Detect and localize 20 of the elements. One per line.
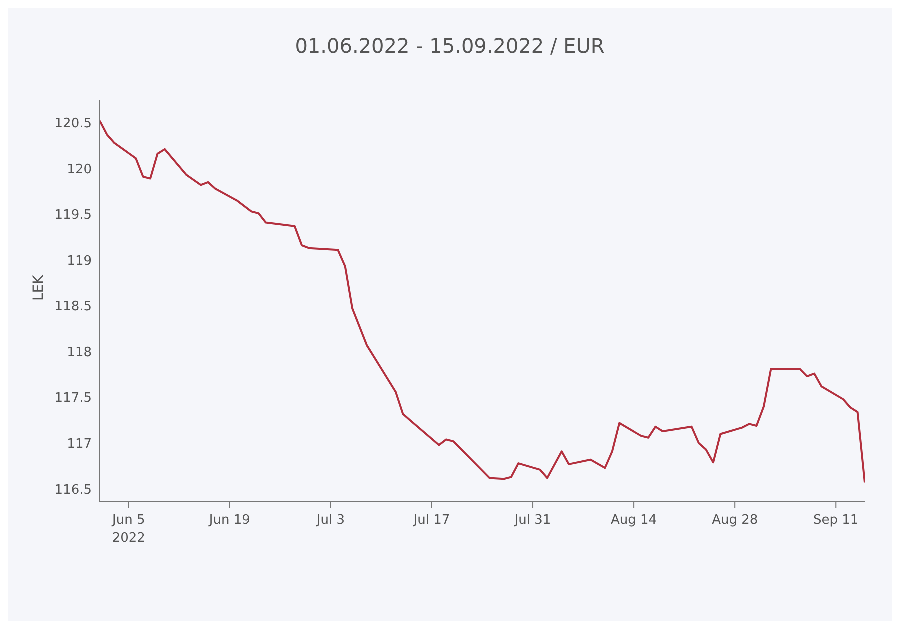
y-axis-title: LEK — [30, 274, 47, 301]
x-tick-label: Jun 19 — [208, 513, 250, 528]
x-tick-label: Jul 31 — [514, 513, 552, 528]
x-tick-label: Jul 3 — [316, 513, 345, 528]
x-tick-label: Aug 14 — [611, 513, 658, 528]
x-tick-label: Sep 11 — [814, 513, 859, 528]
x-tick-label: Aug 28 — [712, 513, 758, 528]
y-tick-label: 117 — [67, 437, 92, 452]
y-tick-label: 119.5 — [54, 208, 92, 224]
y-tick-label: 119 — [67, 254, 92, 269]
chart-title: 01.06.2022 - 15.09.2022 / EUR — [294, 34, 606, 58]
line-series — [100, 120, 865, 484]
y-tick-label: 118 — [67, 345, 92, 360]
x-tick-label: Jun 5 2022 — [112, 513, 146, 546]
y-tick-label: 118.5 — [54, 300, 92, 315]
x-tick-label: Jul 17 — [412, 513, 450, 528]
y-tick-label: 120 — [67, 162, 92, 178]
y-tick-label: 120.5 — [54, 116, 92, 132]
y-tick-label: 117.5 — [54, 391, 92, 406]
y-tick-label: 116.5 — [54, 482, 92, 498]
